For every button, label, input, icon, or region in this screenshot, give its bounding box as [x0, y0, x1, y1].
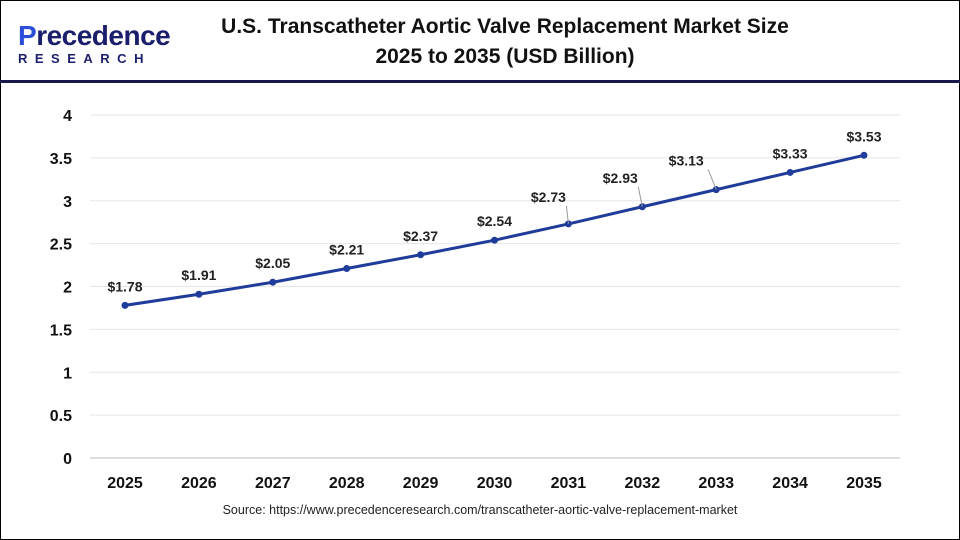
x-tick-label: 2032: [625, 475, 661, 492]
header-divider: [0, 80, 960, 83]
y-tick-label: 1: [63, 365, 72, 382]
x-tick-label: 2026: [181, 475, 217, 492]
data-point: [417, 251, 425, 259]
x-tick-label: 2035: [846, 475, 882, 492]
x-tick-label: 2029: [403, 475, 439, 492]
data-label: $2.73: [531, 189, 566, 205]
data-label: $2.93: [603, 170, 638, 186]
data-label: $3.53: [846, 128, 881, 144]
y-tick-label: 0: [63, 451, 72, 468]
data-label: $1.91: [181, 267, 216, 283]
logo-initial: P: [18, 20, 37, 51]
data-label: $2.54: [477, 213, 512, 229]
y-tick-label: 1.5: [50, 322, 72, 339]
y-tick-label: 2.5: [50, 237, 72, 254]
logo-subtext: RESEARCH: [18, 51, 151, 66]
source-text: Source: https://www.precedenceresearch.c…: [222, 503, 738, 517]
x-tick-label: 2028: [329, 475, 365, 492]
y-tick-label: 3.5: [50, 151, 72, 168]
data-point: [860, 151, 868, 159]
y-tick-label: 3: [63, 194, 72, 211]
data-label: $2.05: [255, 255, 290, 271]
x-tick-label: 2027: [255, 475, 291, 492]
y-tick-label: 4: [63, 108, 72, 125]
data-label: $2.37: [403, 228, 438, 244]
label-leader: [565, 205, 569, 224]
logo: Precedence RESEARCH: [18, 20, 171, 67]
chart-title: U.S. Transcatheter Aortic Valve Replacem…: [221, 15, 789, 68]
x-tick-label: 2033: [698, 475, 734, 492]
logo-text: recedence: [36, 20, 171, 51]
label-leader: [707, 169, 717, 190]
data-point: [121, 301, 129, 309]
x-tick-label: 2031: [551, 475, 587, 492]
data-label: $3.13: [669, 153, 704, 169]
x-tick-label: 2034: [772, 475, 808, 492]
data-point: [786, 168, 794, 176]
y-tick-label: 2: [63, 280, 72, 297]
x-tick-label: 2030: [477, 475, 513, 492]
y-tick-label: 0.5: [50, 408, 72, 425]
data-label: $1.78: [107, 278, 142, 294]
data-point: [195, 290, 203, 298]
data-point: [343, 264, 351, 272]
data-label: $3.33: [773, 145, 808, 161]
series-line: [124, 153, 865, 307]
data-point: [269, 278, 277, 286]
data-point: [491, 236, 498, 244]
label-leader: [637, 186, 643, 207]
x-tick-label: 2025: [107, 475, 143, 492]
data-label: $2.21: [329, 241, 364, 257]
